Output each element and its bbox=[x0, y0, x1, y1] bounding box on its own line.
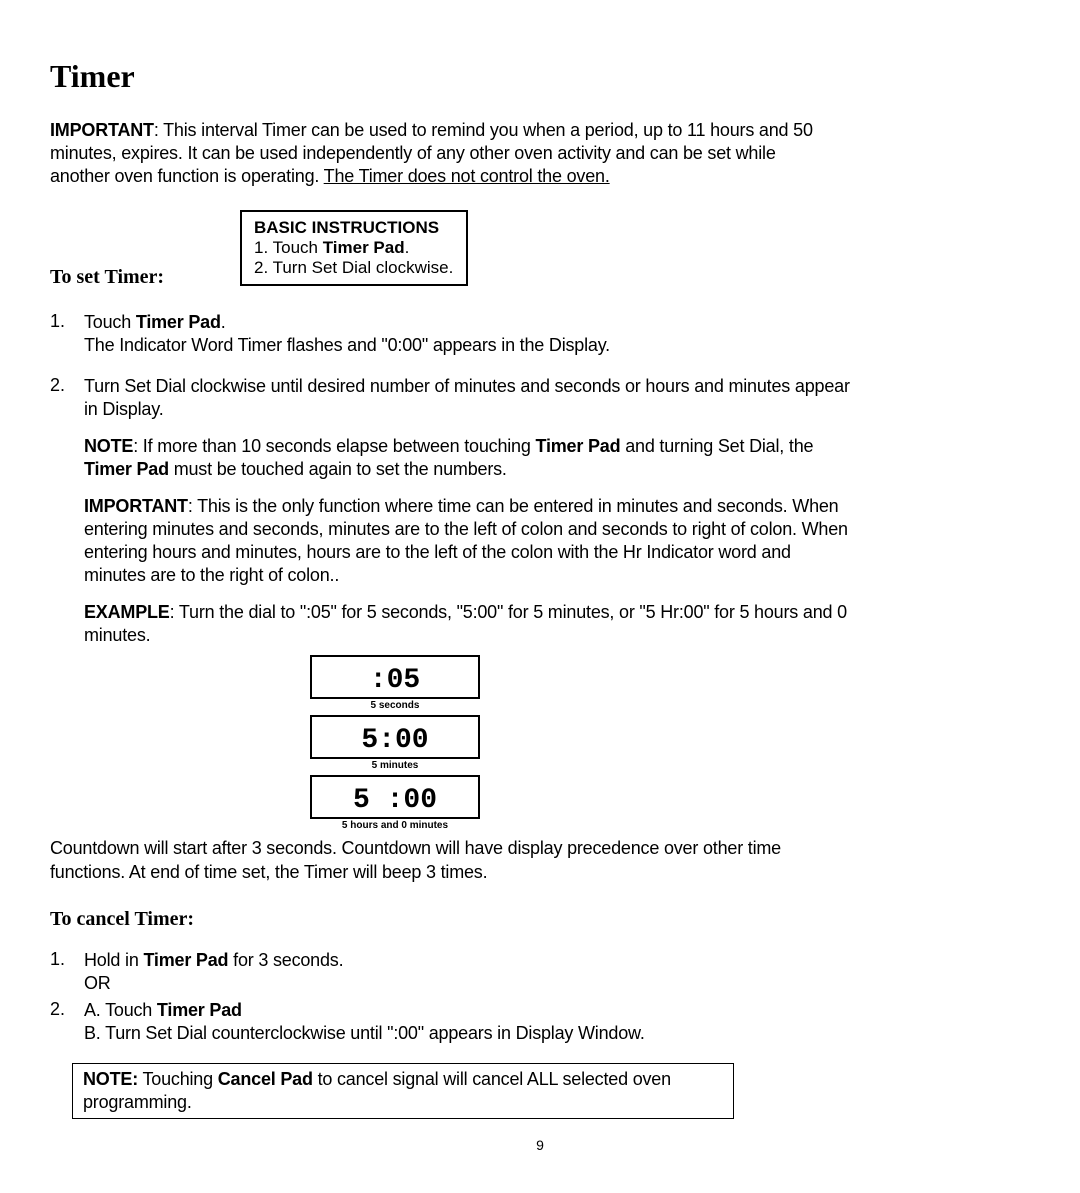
basic-line1-bold: Timer Pad bbox=[323, 238, 405, 257]
caption-5-hours: 5 hours and 0 minutes bbox=[310, 820, 480, 831]
step2-example: EXAMPLE: Turn the dial to ":05" for 5 se… bbox=[84, 601, 850, 647]
cancel1-post: for 3 seconds. bbox=[228, 950, 343, 970]
cancel1-pre: Hold in bbox=[84, 950, 143, 970]
countdown-paragraph: Countdown will start after 3 seconds. Co… bbox=[50, 837, 850, 883]
cancel1-bold: Timer Pad bbox=[143, 950, 228, 970]
step1-post: . bbox=[221, 312, 226, 332]
step-1: 1. Touch Timer Pad. The Indicator Word T… bbox=[50, 311, 850, 357]
svg-text:5 :00: 5 :00 bbox=[353, 785, 437, 814]
cancel2-b: B. Turn Set Dial counterclockwise until … bbox=[84, 1023, 645, 1043]
caption-5-seconds: 5 seconds bbox=[310, 700, 480, 711]
step-1-content: Touch Timer Pad. The Indicator Word Time… bbox=[84, 311, 610, 357]
seven-seg-icon: :05 bbox=[345, 660, 445, 694]
step2-note: NOTE: If more than 10 seconds elapse bet… bbox=[84, 435, 850, 481]
basic-line-2: 2. Turn Set Dial clockwise. bbox=[254, 258, 454, 278]
display-5-hours: 5 :00 bbox=[310, 775, 480, 819]
to-cancel-heading: To cancel Timer: bbox=[50, 908, 1030, 931]
step-1-num: 1. bbox=[50, 311, 84, 357]
step1-line2: The Indicator Word Timer flashes and "0:… bbox=[84, 335, 610, 355]
display-5-minutes: 5:00 bbox=[310, 715, 480, 759]
important-paragraph: IMPORTANT: This interval Timer can be us… bbox=[50, 119, 840, 188]
seven-seg-icon: 5:00 bbox=[345, 720, 445, 754]
cancel-step-1: 1. Hold in Timer Pad for 3 seconds. OR bbox=[50, 949, 850, 995]
seven-seg-icon: 5 :00 bbox=[335, 780, 455, 814]
step2-important-label: IMPORTANT bbox=[84, 496, 188, 516]
page-number: 9 bbox=[50, 1137, 1030, 1153]
manual-page: Timer IMPORTANT: This interval Timer can… bbox=[0, 0, 1080, 1193]
cancel-timer-steps: 1. Hold in Timer Pad for 3 seconds. OR 2… bbox=[50, 949, 1030, 1045]
basic-line-1: 1. Touch Timer Pad. bbox=[254, 238, 454, 258]
svg-text::05: :05 bbox=[370, 665, 420, 694]
basic-line1-pre: Touch bbox=[273, 238, 323, 257]
basic-instructions-title: BASIC INSTRUCTIONS bbox=[254, 218, 454, 238]
step2-example-text: : Turn the dial to ":05" for 5 seconds, … bbox=[84, 602, 847, 645]
step1-bold: Timer Pad bbox=[136, 312, 221, 332]
set-timer-steps: 1. Touch Timer Pad. The Indicator Word T… bbox=[50, 311, 1030, 647]
final-note-bold: Cancel Pad bbox=[218, 1069, 313, 1089]
page-title: Timer bbox=[50, 58, 1030, 95]
basic-line1-num: 1. bbox=[254, 238, 268, 257]
cancel2-a-bold: Timer Pad bbox=[157, 1000, 242, 1020]
step2-important-text: : This is the only function where time c… bbox=[84, 496, 848, 585]
step-2: 2. Turn Set Dial clockwise until desired… bbox=[50, 375, 850, 647]
cancel-step-2: 2. A. Touch Timer Pad B. Turn Set Dial c… bbox=[50, 999, 850, 1045]
final-note-label: NOTE: bbox=[83, 1069, 138, 1089]
step2-note-bold2: Timer Pad bbox=[84, 459, 169, 479]
cancel1-content: Hold in Timer Pad for 3 seconds. OR bbox=[84, 949, 343, 995]
final-note-box: NOTE: Touching Cancel Pad to cancel sign… bbox=[72, 1063, 734, 1119]
basic-instructions-box: BASIC INSTRUCTIONS 1. Touch Timer Pad. 2… bbox=[240, 210, 468, 286]
step-2-num: 2. bbox=[50, 375, 84, 647]
important-underline: The Timer does not control the oven. bbox=[324, 166, 610, 186]
step2-note-pre: : If more than 10 seconds elapse between… bbox=[133, 436, 535, 456]
display-examples: :05 5 seconds 5:00 5 minutes 5 :00 5 hou… bbox=[310, 655, 480, 831]
step2-note-post: must be touched again to set the numbers… bbox=[169, 459, 507, 479]
step1-pre: Touch bbox=[84, 312, 136, 332]
step2-main: Turn Set Dial clockwise until desired nu… bbox=[84, 376, 850, 419]
step2-note-label: NOTE bbox=[84, 436, 133, 456]
step-2-content: Turn Set Dial clockwise until desired nu… bbox=[84, 375, 850, 647]
step2-important: IMPORTANT: This is the only function whe… bbox=[84, 495, 850, 587]
basic-line1-post: . bbox=[405, 238, 410, 257]
svg-text:5:00: 5:00 bbox=[361, 725, 428, 754]
cancel2-a-pre: A. Touch bbox=[84, 1000, 157, 1020]
step2-example-label: EXAMPLE bbox=[84, 602, 170, 622]
cancel2-num: 2. bbox=[50, 999, 84, 1045]
cancel1-or: OR bbox=[84, 973, 111, 993]
cancel2-content: A. Touch Timer Pad B. Turn Set Dial coun… bbox=[84, 999, 645, 1045]
step2-note-mid: and turning Set Dial, the bbox=[620, 436, 813, 456]
step2-note-bold1: Timer Pad bbox=[535, 436, 620, 456]
caption-5-minutes: 5 minutes bbox=[310, 760, 480, 771]
final-note-pre: Touching bbox=[138, 1069, 218, 1089]
cancel1-num: 1. bbox=[50, 949, 84, 995]
to-set-timer-heading: To set Timer: bbox=[50, 266, 1030, 289]
important-label: IMPORTANT bbox=[50, 120, 154, 140]
display-5-seconds: :05 bbox=[310, 655, 480, 699]
